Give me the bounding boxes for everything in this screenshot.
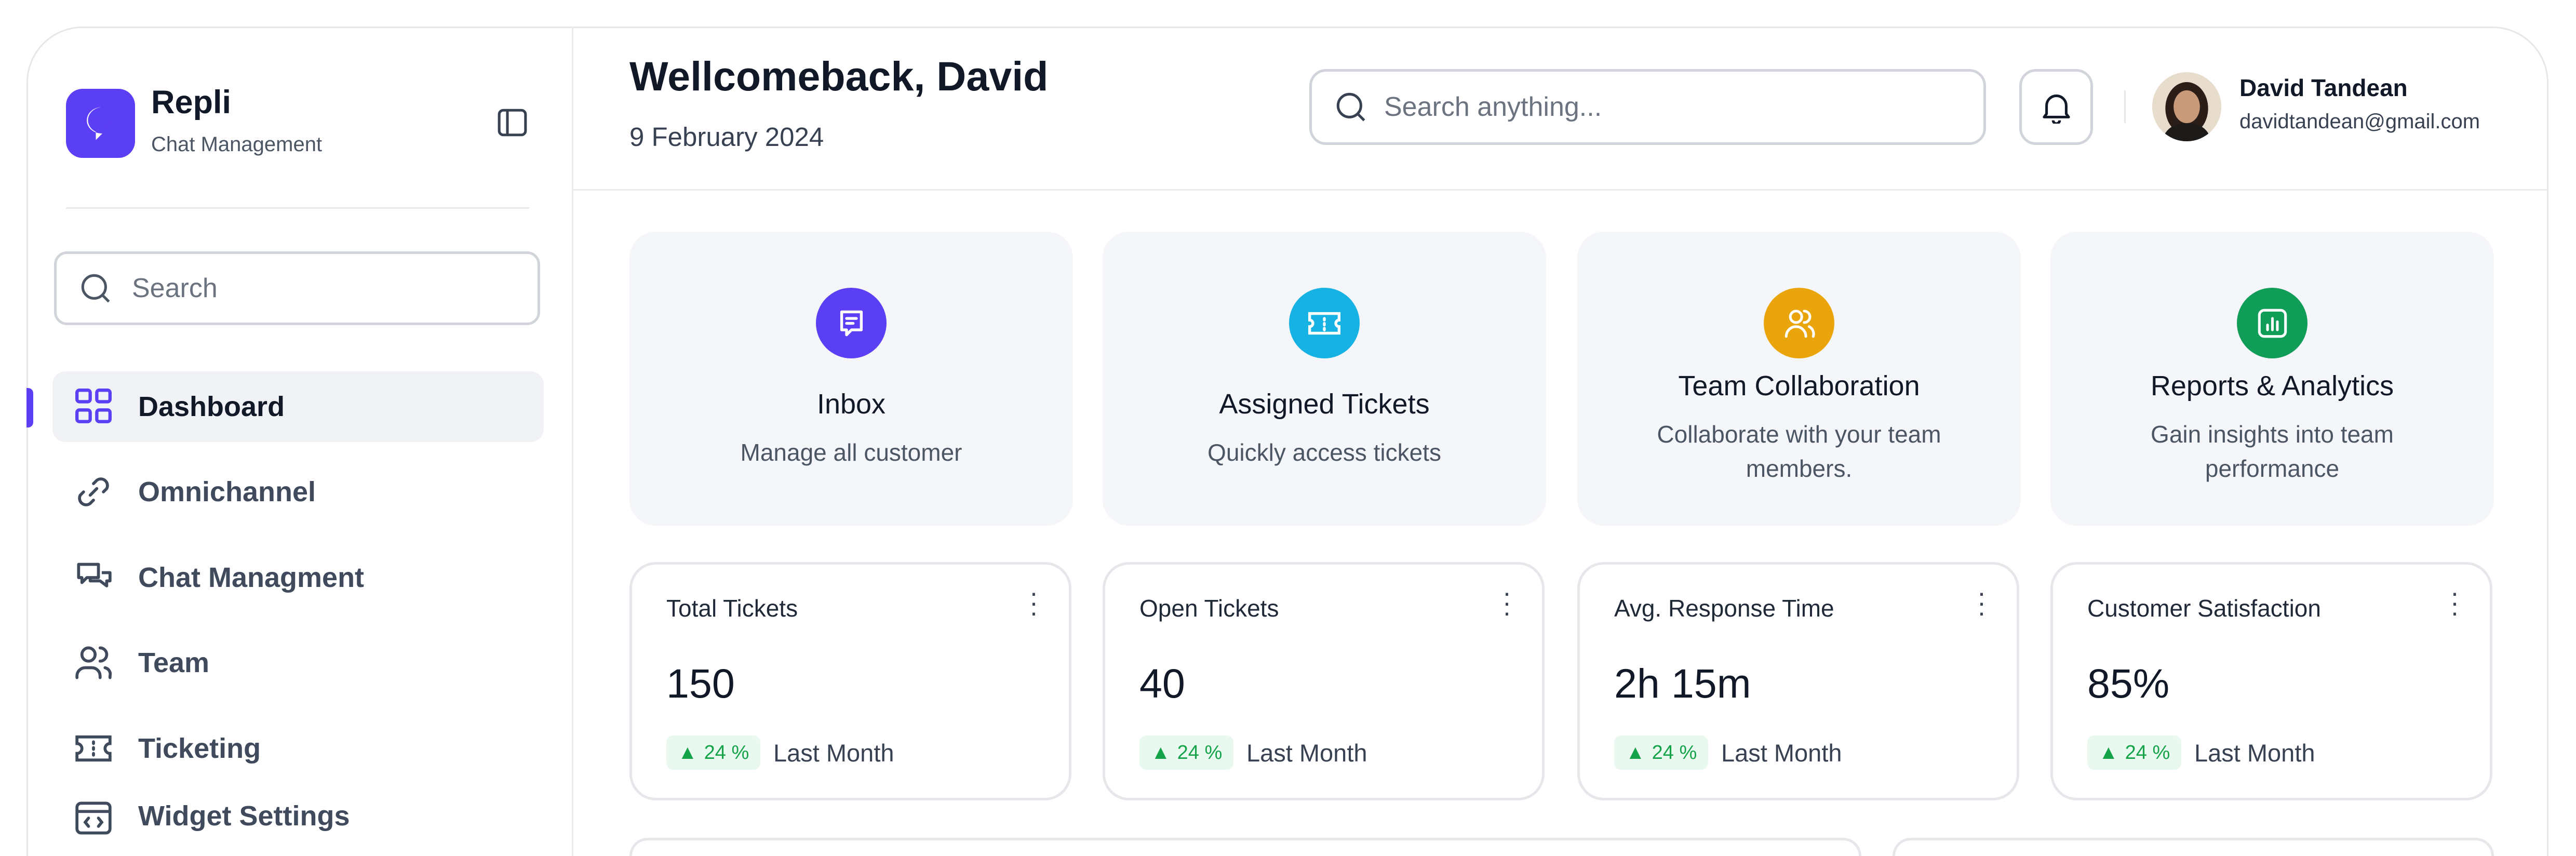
change-badge: ▲ 24 %: [1614, 735, 1709, 770]
stat-label: Total Tickets: [666, 595, 798, 622]
stat-value: 85%: [2087, 660, 2170, 706]
chat-bubbles-icon: [75, 559, 112, 596]
user-avatar[interactable]: [2152, 72, 2221, 141]
more-options-icon[interactable]: · · ·: [2450, 578, 2459, 627]
sidebar-search-input[interactable]: Search: [54, 251, 540, 325]
header-border: [573, 189, 2548, 191]
sidebar-item-label: Omnichannel: [138, 476, 316, 507]
chart-icon: [2237, 288, 2307, 358]
bell-icon: [2042, 94, 2070, 124]
stat-value: 2h 15m: [1614, 660, 1751, 706]
ticket-icon: [75, 730, 112, 767]
header-search-placeholder: Search anything...: [1384, 92, 1602, 122]
change-badge: ▲ 24 %: [1139, 735, 1234, 770]
page-title: Wellcomeback, David: [629, 53, 1049, 99]
stat-period: Last Month: [773, 739, 894, 767]
quick-card-subtitle: Collaborate with your team members.: [1657, 421, 1941, 482]
quick-card-title: Inbox: [816, 389, 886, 420]
sidebar-item-label: Widget Settings: [138, 800, 350, 832]
quick-card-subtitle: Gain insights into team performance: [2151, 421, 2394, 482]
brand-subtitle: Chat Management: [151, 133, 323, 156]
stat-card-customer-satisfaction: Customer Satisfaction · · · 85% ▲ 24 % Last…: [2050, 562, 2492, 800]
grid-icon: [75, 389, 112, 425]
search-icon: [1336, 92, 1365, 121]
stat-card-open-tickets: Open Tickets · · · 40 ▲ 24 % Last Month: [1103, 562, 1545, 800]
notifications-button[interactable]: [2019, 69, 2093, 145]
quick-card-assigned-tickets[interactable]: Assigned Tickets Quickly access tickets: [1103, 232, 1546, 526]
stat-value: 150: [666, 660, 735, 706]
user-email: davidtandean@gmail.com: [2239, 110, 2480, 133]
message-icon: [816, 288, 887, 358]
divider: [66, 207, 529, 209]
more-options-icon[interactable]: · · ·: [1977, 578, 1986, 627]
stat-period: Last Month: [1721, 739, 1842, 767]
sidebar-item-omnichannel[interactable]: Omnichannel: [52, 457, 544, 527]
change-badge: ▲ 24 %: [666, 735, 761, 770]
stat-value: 40: [1139, 660, 1185, 706]
sidebar-item-label: Chat Managment: [138, 562, 365, 593]
sidebar-item-label: Team: [138, 647, 210, 678]
search-icon: [81, 274, 110, 302]
quick-card-reports-analytics[interactable]: Reports & Analytics Gain insights into t…: [2050, 232, 2494, 526]
brand-logo: [66, 89, 135, 158]
stat-card-total-tickets: Total Tickets · · · 150 ▲ 24 % Last Month: [629, 562, 1071, 800]
arrow-up-icon: ▲: [1151, 741, 1171, 764]
change-value: 24 %: [1652, 741, 1697, 764]
divider: [2124, 90, 2126, 123]
stat-period: Last Month: [1246, 739, 1367, 767]
arrow-up-icon: ▲: [1626, 741, 1645, 764]
bottom-panel-left: [629, 838, 1861, 856]
quick-card-title: Team Collaboration: [1678, 370, 1920, 402]
more-options-icon[interactable]: · · ·: [1029, 578, 1038, 627]
users-icon: [75, 645, 112, 681]
quick-card-inbox[interactable]: Inbox Manage all customer: [629, 232, 1073, 526]
stat-label: Open Tickets: [1139, 595, 1279, 622]
change-value: 24 %: [1177, 741, 1223, 764]
change-badge: ▲ 24 %: [2087, 735, 2182, 770]
stat-label: Customer Satisfaction: [2087, 595, 2321, 622]
link-icon: [75, 474, 112, 510]
user-name: David Tandean: [2239, 74, 2408, 101]
change-value: 24 %: [2125, 741, 2170, 764]
quick-card-team-collaboration[interactable]: Team Collaboration Collaborate with your…: [1577, 232, 2021, 526]
code-window-icon: [75, 800, 112, 836]
sidebar-item-dashboard[interactable]: Dashboard: [52, 371, 544, 442]
arrow-up-icon: ▲: [2099, 741, 2118, 764]
quick-card-title: Assigned Tickets: [1219, 389, 1430, 420]
stat-period: Last Month: [2194, 739, 2315, 767]
ticket-icon: [1289, 288, 1360, 358]
page-date: 9 February 2024: [629, 122, 824, 152]
quick-card-title: Reports & Analytics: [2150, 370, 2394, 402]
sidebar-toggle-icon[interactable]: [498, 109, 527, 137]
sidebar-item-team[interactable]: Team: [52, 627, 544, 698]
sidebar-item-label: Ticketing: [138, 733, 261, 764]
active-indicator: [26, 388, 33, 427]
more-options-icon[interactable]: · · ·: [1502, 578, 1511, 627]
header-search-input[interactable]: Search anything...: [1309, 69, 1986, 145]
sidebar-item-widget-settings[interactable]: Widget Settings: [52, 798, 544, 856]
stat-label: Avg. Response Time: [1614, 595, 1834, 622]
quick-card-subtitle: Manage all customer: [740, 439, 962, 466]
brand-name: Repli: [151, 84, 232, 121]
sidebar-border: [572, 26, 573, 856]
arrow-up-icon: ▲: [678, 741, 697, 764]
bottom-panel-right: [1893, 838, 2494, 856]
sidebar-item-chat-management[interactable]: Chat Managment: [52, 542, 544, 613]
quick-card-subtitle: Quickly access tickets: [1208, 439, 1441, 466]
change-value: 24 %: [704, 741, 749, 764]
sidebar-search-placeholder: Search: [132, 273, 218, 303]
stat-card-avg-response-time: Avg. Response Time · · · 2h 15m ▲ 24 % Last…: [1577, 562, 2019, 800]
sidebar-item-ticketing[interactable]: Ticketing: [52, 713, 544, 784]
sidebar-item-label: Dashboard: [138, 391, 285, 422]
users-icon: [1764, 288, 1834, 358]
